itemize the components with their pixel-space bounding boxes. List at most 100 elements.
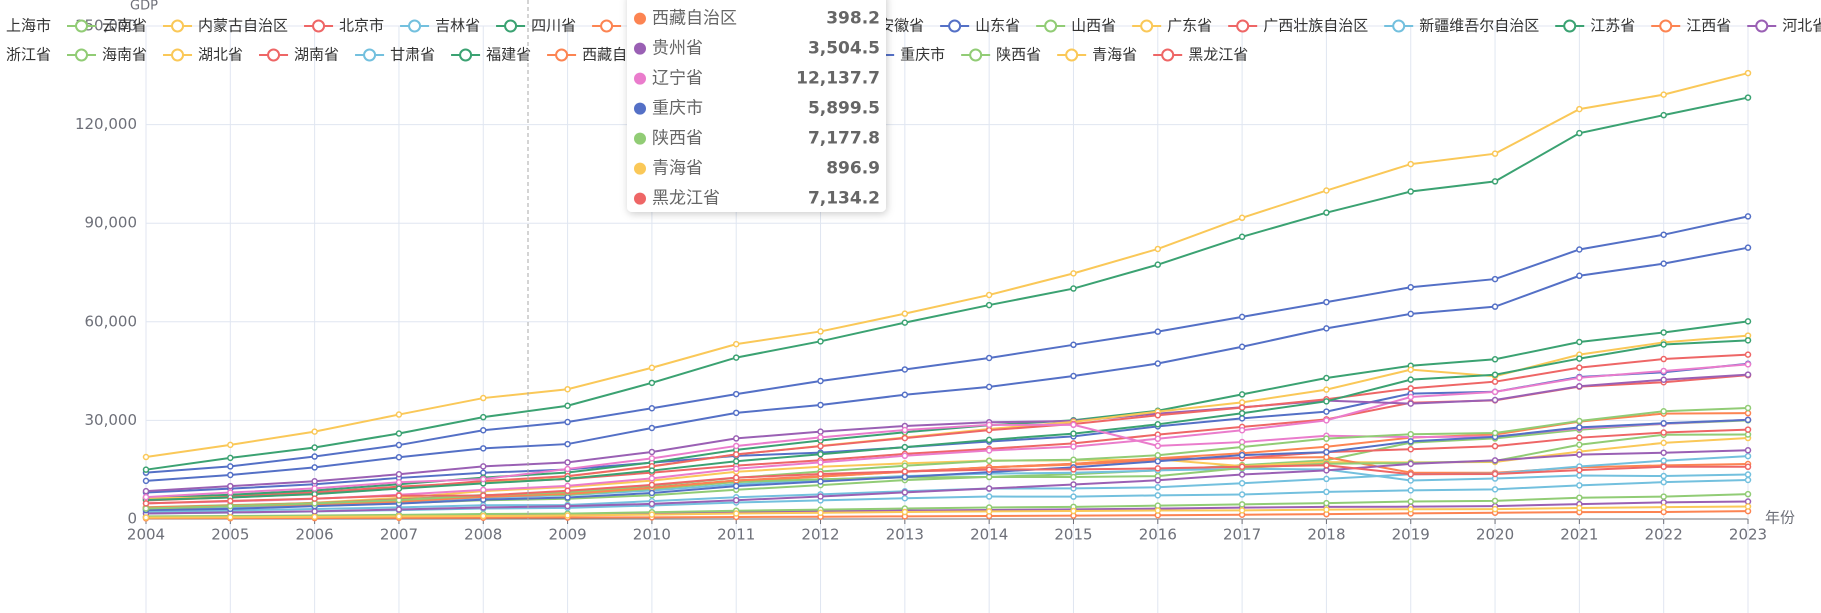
series-line <box>145 510 1749 520</box>
legend-item[interactable]: 湖北省 <box>163 46 243 64</box>
data-point <box>227 513 234 521</box>
data-point <box>1154 412 1162 419</box>
legend-item[interactable]: 新疆维吾尔自治区 <box>1384 17 1539 35</box>
legend-item[interactable]: 江西省 <box>1651 17 1731 35</box>
legend-item[interactable]: 陕西省 <box>961 46 1041 64</box>
data-point <box>564 440 571 448</box>
data-point <box>1407 477 1414 484</box>
data-point <box>227 502 234 510</box>
series-line <box>145 406 1749 510</box>
data-point <box>1238 391 1246 398</box>
data-point <box>817 328 824 335</box>
legend-label: 安徽省 <box>879 17 924 35</box>
data-point <box>1660 341 1667 348</box>
data-point <box>732 451 740 458</box>
legend-item[interactable]: 四川省 <box>496 17 576 35</box>
legend-item[interactable]: 湖南省 <box>259 46 339 64</box>
data-point <box>564 494 571 501</box>
legend-item[interactable]: 吉林省 <box>400 17 480 35</box>
data-point <box>732 474 740 481</box>
legend-label: 黑龙江省 <box>1188 46 1248 64</box>
legend-item[interactable]: 山西省 <box>1036 17 1116 35</box>
data-point <box>648 511 656 518</box>
legend-item[interactable]: 黑龙江省 <box>1153 46 1248 64</box>
x-tick-label: 2023 <box>1729 526 1767 544</box>
legend-label: 福建省 <box>486 46 531 64</box>
legend-item[interactable]: 青海省 <box>1057 46 1137 64</box>
legend-icon <box>75 19 89 33</box>
data-point <box>1154 245 1162 253</box>
legend-item[interactable]: 北京市 <box>304 17 384 35</box>
data-point <box>564 475 571 483</box>
data-point <box>817 470 824 478</box>
data-point <box>480 492 487 499</box>
data-point <box>1407 366 1414 373</box>
data-point <box>1744 361 1752 368</box>
tooltip: 西藏自治区 398.2 贵州省 3,504.5 辽宁省 12,137.7 重庆市 5,899.… <box>627 0 886 212</box>
data-point <box>732 340 740 348</box>
data-point <box>1660 329 1667 336</box>
data-point <box>1744 337 1752 344</box>
data-point <box>142 514 150 521</box>
data-point <box>1491 150 1499 157</box>
grid: 0 30,000 60,000 90,000 120,000 150,000 2004 200… <box>75 17 1767 613</box>
data-point <box>732 390 740 398</box>
data-point <box>1154 507 1162 514</box>
data-point <box>1154 421 1162 428</box>
data-point <box>817 450 824 458</box>
data-point <box>1660 111 1667 119</box>
data-point <box>1238 404 1246 411</box>
data-point <box>1407 284 1414 291</box>
legend-item[interactable]: 浙江省 <box>0 46 51 64</box>
data-point <box>648 364 656 372</box>
y-tick-label: 30,000 <box>85 411 138 429</box>
data-point <box>1576 417 1583 425</box>
data-point <box>1154 465 1162 472</box>
data-point <box>985 421 993 429</box>
data-point <box>395 441 403 449</box>
legend-item[interactable]: 福建省 <box>451 46 531 64</box>
legend-item[interactable]: 海南省 <box>67 46 147 64</box>
data-point <box>901 468 909 475</box>
data-point <box>1744 476 1752 484</box>
x-tick-label: 2011 <box>717 526 755 544</box>
data-point <box>1660 376 1667 383</box>
data-point <box>311 495 318 502</box>
data-point <box>1238 479 1246 487</box>
series-line <box>145 363 1749 505</box>
legend-item[interactable]: 广西壮族自治区 <box>1228 17 1368 35</box>
data-point <box>142 453 150 461</box>
data-point <box>1576 374 1583 382</box>
data-point <box>1407 310 1414 318</box>
data-point <box>1407 376 1414 383</box>
data-point <box>1323 488 1330 496</box>
tooltip-name: 青海省 <box>652 159 703 179</box>
data-point <box>480 475 487 483</box>
x-tick-label: 2010 <box>633 526 671 544</box>
data-point <box>1323 453 1330 461</box>
data-point <box>1660 449 1667 456</box>
legend-icon <box>1140 19 1154 33</box>
legend-item[interactable]: 内蒙古自治区 <box>163 17 288 35</box>
legend-item[interactable]: 江苏省 <box>1555 17 1635 35</box>
x-tick-label: 2014 <box>970 526 1008 544</box>
data-point <box>1744 426 1752 433</box>
data-point <box>564 487 571 495</box>
legend-item[interactable]: 广东省 <box>1132 17 1212 35</box>
data-point <box>1660 420 1667 427</box>
data-point <box>901 310 909 317</box>
legend-item[interactable]: 云南省 <box>67 17 147 35</box>
legend-item[interactable]: 山东省 <box>940 17 1020 35</box>
data-point <box>1576 424 1583 431</box>
data-point <box>732 482 740 490</box>
legend-item[interactable]: 河北省 <box>1747 17 1821 35</box>
data-point <box>227 482 234 490</box>
legend-label: 吉林省 <box>435 17 480 35</box>
data-point <box>1491 275 1499 283</box>
data-point <box>1407 385 1414 392</box>
data-point <box>1491 497 1499 505</box>
legend-item[interactable]: 甘肃省 <box>355 46 435 64</box>
legend-label: 湖北省 <box>198 46 243 64</box>
legend-item[interactable]: 上海市 <box>0 17 51 35</box>
legend-icon <box>1392 19 1406 33</box>
